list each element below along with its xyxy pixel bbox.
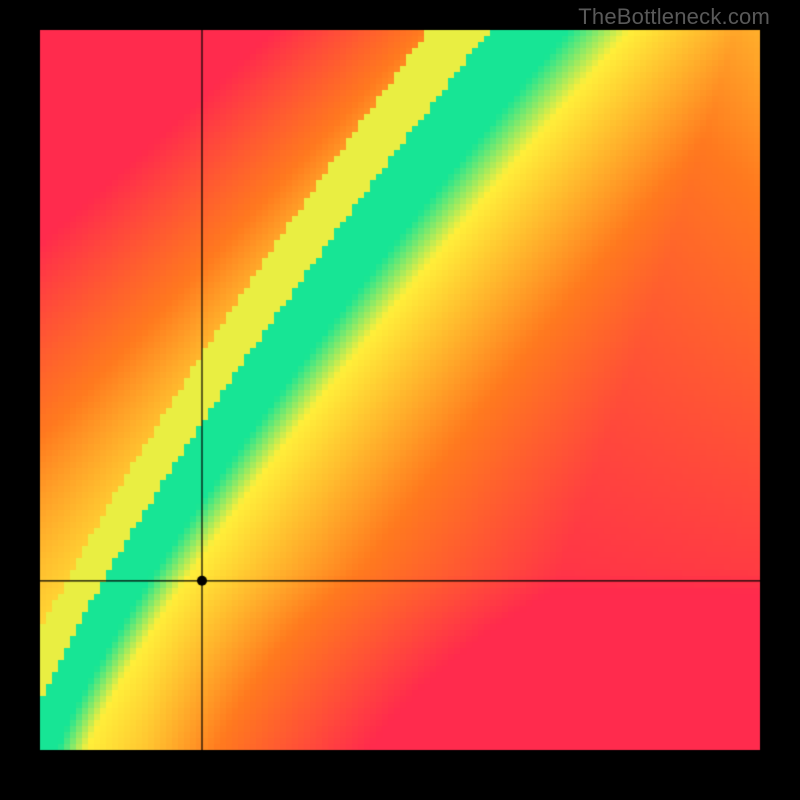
- watermark-text: TheBottleneck.com: [578, 4, 770, 30]
- bottleneck-heatmap: [0, 0, 800, 800]
- chart-container: TheBottleneck.com: [0, 0, 800, 800]
